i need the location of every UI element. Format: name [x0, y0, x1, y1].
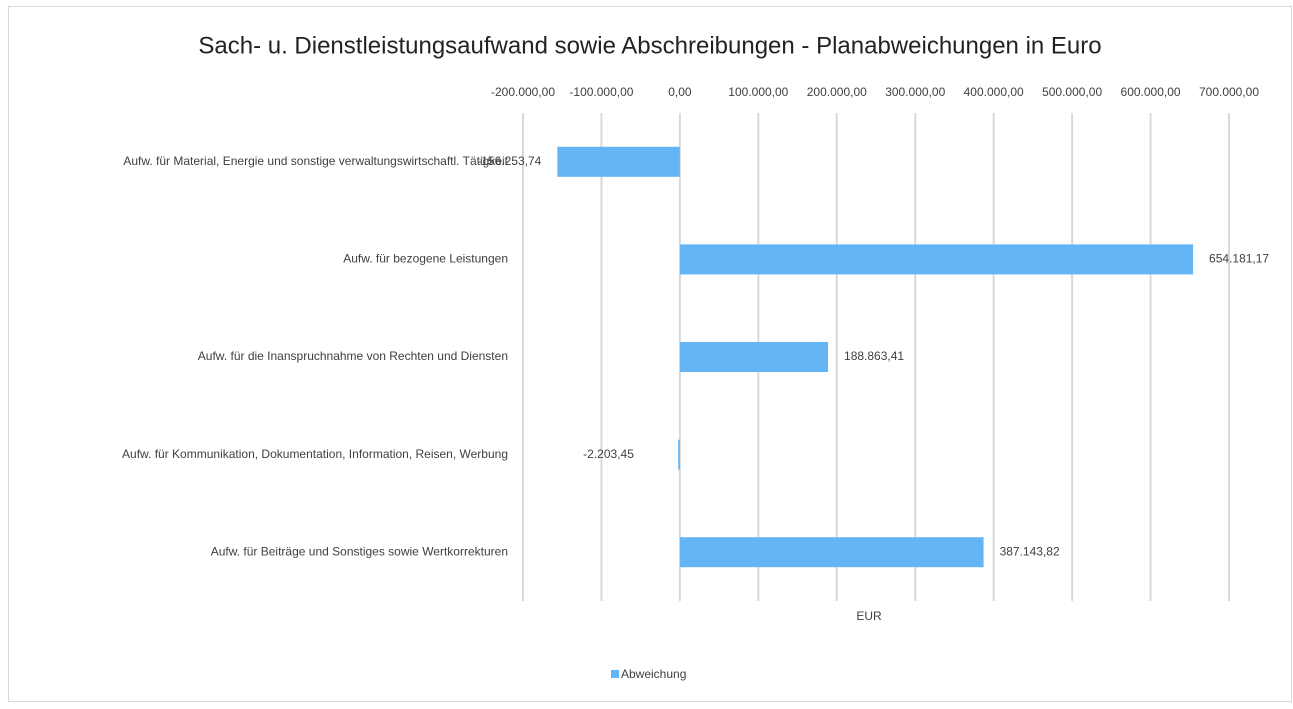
x-tick-label: -200.000,00 — [491, 85, 555, 99]
bar — [557, 146, 680, 177]
bar — [679, 244, 1194, 275]
y-tick-label: Aufw. für die Inanspruchnahme von Rechte… — [198, 349, 508, 363]
y-tick-label: Aufw. für Material, Energie und sonstige… — [123, 154, 508, 168]
x-tick-label: 200.000,00 — [807, 85, 867, 99]
x-tick-label: 300.000,00 — [885, 85, 945, 99]
x-axis-label: EUR — [856, 609, 882, 623]
x-tick-label: 0,00 — [668, 85, 692, 99]
y-tick-label: Aufw. für Kommunikation, Dokumentation, … — [122, 447, 508, 461]
y-tick-label: Aufw. für bezogene Leistungen — [343, 252, 508, 266]
legend-swatch — [611, 670, 619, 678]
x-tick-label: 100.000,00 — [728, 85, 788, 99]
x-tick-label: 400.000,00 — [964, 85, 1024, 99]
x-tick-label: 600.000,00 — [1121, 85, 1181, 99]
data-label: -156.253,74 — [477, 154, 541, 168]
legend-label: Abweichung — [621, 667, 686, 681]
chart-title: Sach- u. Dienstleistungsaufwand sowie Ab… — [198, 32, 1101, 59]
x-tick-label: 500.000,00 — [1042, 85, 1102, 99]
x-tick-label: -100.000,00 — [569, 85, 633, 99]
bar — [679, 537, 984, 568]
bar — [679, 342, 829, 372]
data-label: 387.143,82 — [1000, 544, 1060, 558]
chart-border — [8, 6, 1292, 702]
data-label: -2.203,45 — [583, 447, 634, 461]
x-tick-label: 700.000,00 — [1199, 85, 1259, 99]
data-label: 654.181,17 — [1209, 252, 1269, 266]
data-label: 188.863,41 — [844, 349, 904, 363]
bar — [678, 439, 680, 470]
y-tick-label: Aufw. für Beiträge und Sonstiges sowie W… — [211, 544, 508, 558]
